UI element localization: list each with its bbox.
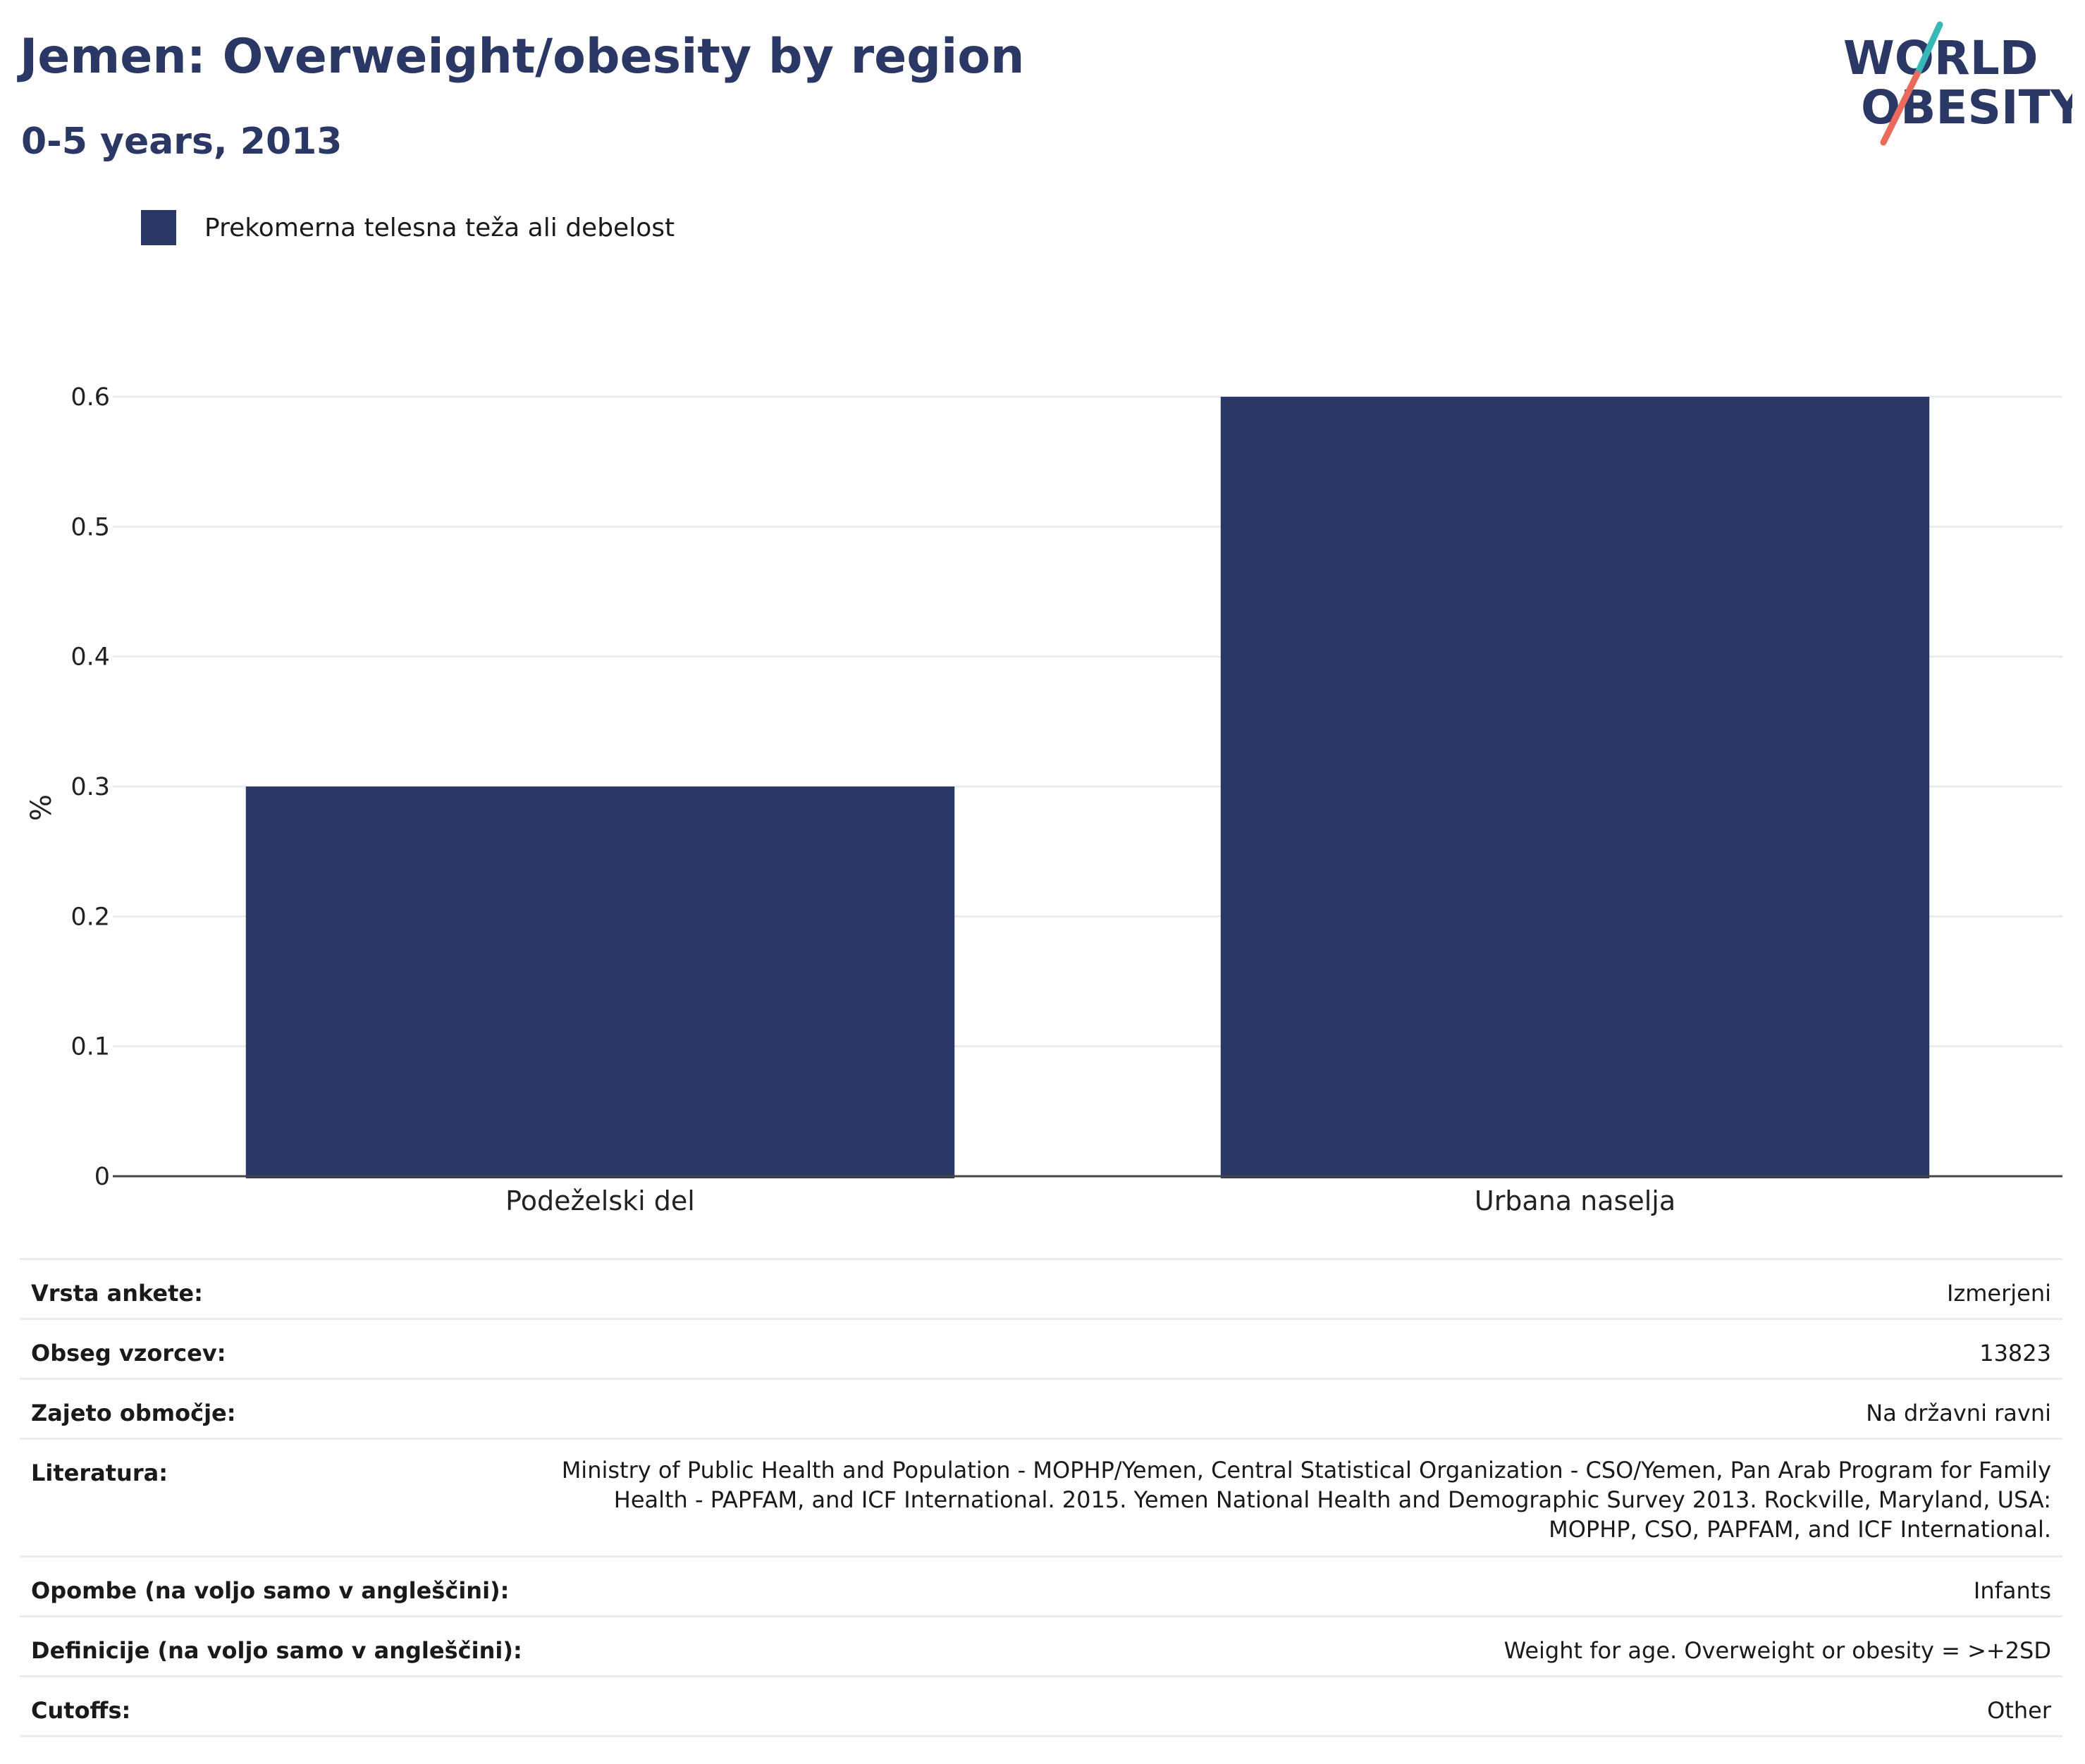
metadata-value: Ministry of Public Health and Population… xyxy=(533,1438,2062,1557)
y-tick-label: 0.4 xyxy=(70,643,110,672)
metadata-row: Cutoffs: Other xyxy=(20,1675,2062,1737)
metadata-label: Cutoffs: xyxy=(20,1675,534,1737)
metadata-value: Weight for age. Overweight or obesity = … xyxy=(533,1615,2062,1677)
metadata-label: Definicije (na voljo samo v angleščini): xyxy=(20,1615,534,1677)
metadata-value: Izmerjeni xyxy=(533,1258,2062,1319)
y-tick-label: 0.1 xyxy=(70,1033,110,1061)
chart-title: Jemen: Overweight/obesity by region xyxy=(20,29,1025,85)
metadata-label: Opombe (na voljo samo v angleščini): xyxy=(20,1555,534,1617)
legend-label: Prekomerna telesna teža ali debelost xyxy=(204,213,675,242)
y-tick-label: 0 xyxy=(94,1163,110,1191)
logo-line1: WORLD xyxy=(1843,31,2038,85)
y-tick-label: 0.3 xyxy=(70,773,110,801)
metadata-label: Obseg vzorcev: xyxy=(20,1318,534,1379)
metadata-value: Other xyxy=(533,1675,2062,1737)
metadata-value: Na državni ravni xyxy=(533,1378,2062,1439)
metadata-value: Infants xyxy=(533,1555,2062,1617)
bar-chart: 0 0.1 0.2 0.3 0.4 0.5 0.6 Podeželski del Urbana … xyxy=(25,383,2062,1216)
y-axis-title: % xyxy=(25,794,58,821)
x-tick-label: Podeželski del xyxy=(505,1185,695,1216)
legend-swatch xyxy=(141,210,176,245)
metadata-row: Literatura: Ministry of Public Health and… xyxy=(20,1438,2062,1557)
metadata-row: Definicije (na voljo samo v angleščini):… xyxy=(20,1615,2062,1677)
logo-slash-teal xyxy=(1914,21,1943,78)
metadata-row: Opombe (na voljo samo v angleščini): Infa… xyxy=(20,1555,2062,1617)
logo-line2: OBESITY xyxy=(1861,80,2072,135)
x-tick-label: Urbana naselja xyxy=(1475,1185,1675,1216)
y-tick-label: 0.5 xyxy=(70,513,110,541)
metadata-label: Vrsta ankete: xyxy=(20,1258,534,1319)
bar xyxy=(245,787,955,1178)
logo-slash-coral xyxy=(1880,70,1921,146)
legend[interactable]: Prekomerna telesna teža ali debelost xyxy=(141,210,675,245)
chart-subtitle: 0-5 years, 2013 xyxy=(21,121,343,163)
world-obesity-logo: WORLD OBESITY xyxy=(1843,21,2072,146)
y-tick-label: 0.2 xyxy=(70,903,110,931)
metadata-row: Vrsta ankete: Izmerjeni xyxy=(20,1258,2062,1319)
bar xyxy=(1220,397,1930,1178)
metadata-label: Zajeto območje: xyxy=(20,1378,534,1439)
y-tick-label: 0.6 xyxy=(70,383,110,412)
metadata-row: Obseg vzorcev: 13823 xyxy=(20,1318,2062,1379)
metadata-value: 13823 xyxy=(533,1318,2062,1379)
metadata-table: Vrsta ankete: Izmerjeni Obseg vzorcev: 1382… xyxy=(20,1258,2062,1737)
metadata-label: Literatura: xyxy=(20,1438,534,1557)
metadata-row: Zajeto območje: Na državni ravni xyxy=(20,1378,2062,1439)
